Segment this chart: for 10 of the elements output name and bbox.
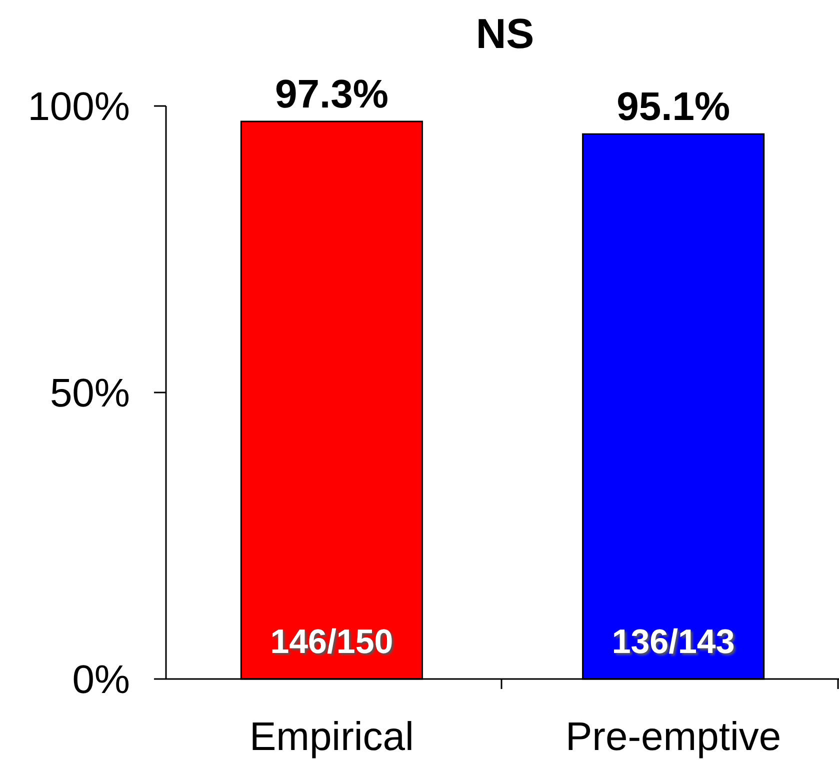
annotation: 136/143 [612, 623, 735, 661]
x-tick-label: Pre-emptive [566, 715, 782, 759]
data-label: 97.3% [274, 72, 388, 116]
data-label: 95.1% [616, 85, 730, 130]
y-tick-label: 50% [50, 372, 130, 416]
y-tick-label: 100% [28, 85, 130, 129]
chart-title: NS [476, 10, 534, 57]
y-tick-label: 0% [72, 658, 130, 702]
x-tick-label: Empirical [249, 715, 414, 759]
annotation: 146/150 [270, 623, 394, 661]
